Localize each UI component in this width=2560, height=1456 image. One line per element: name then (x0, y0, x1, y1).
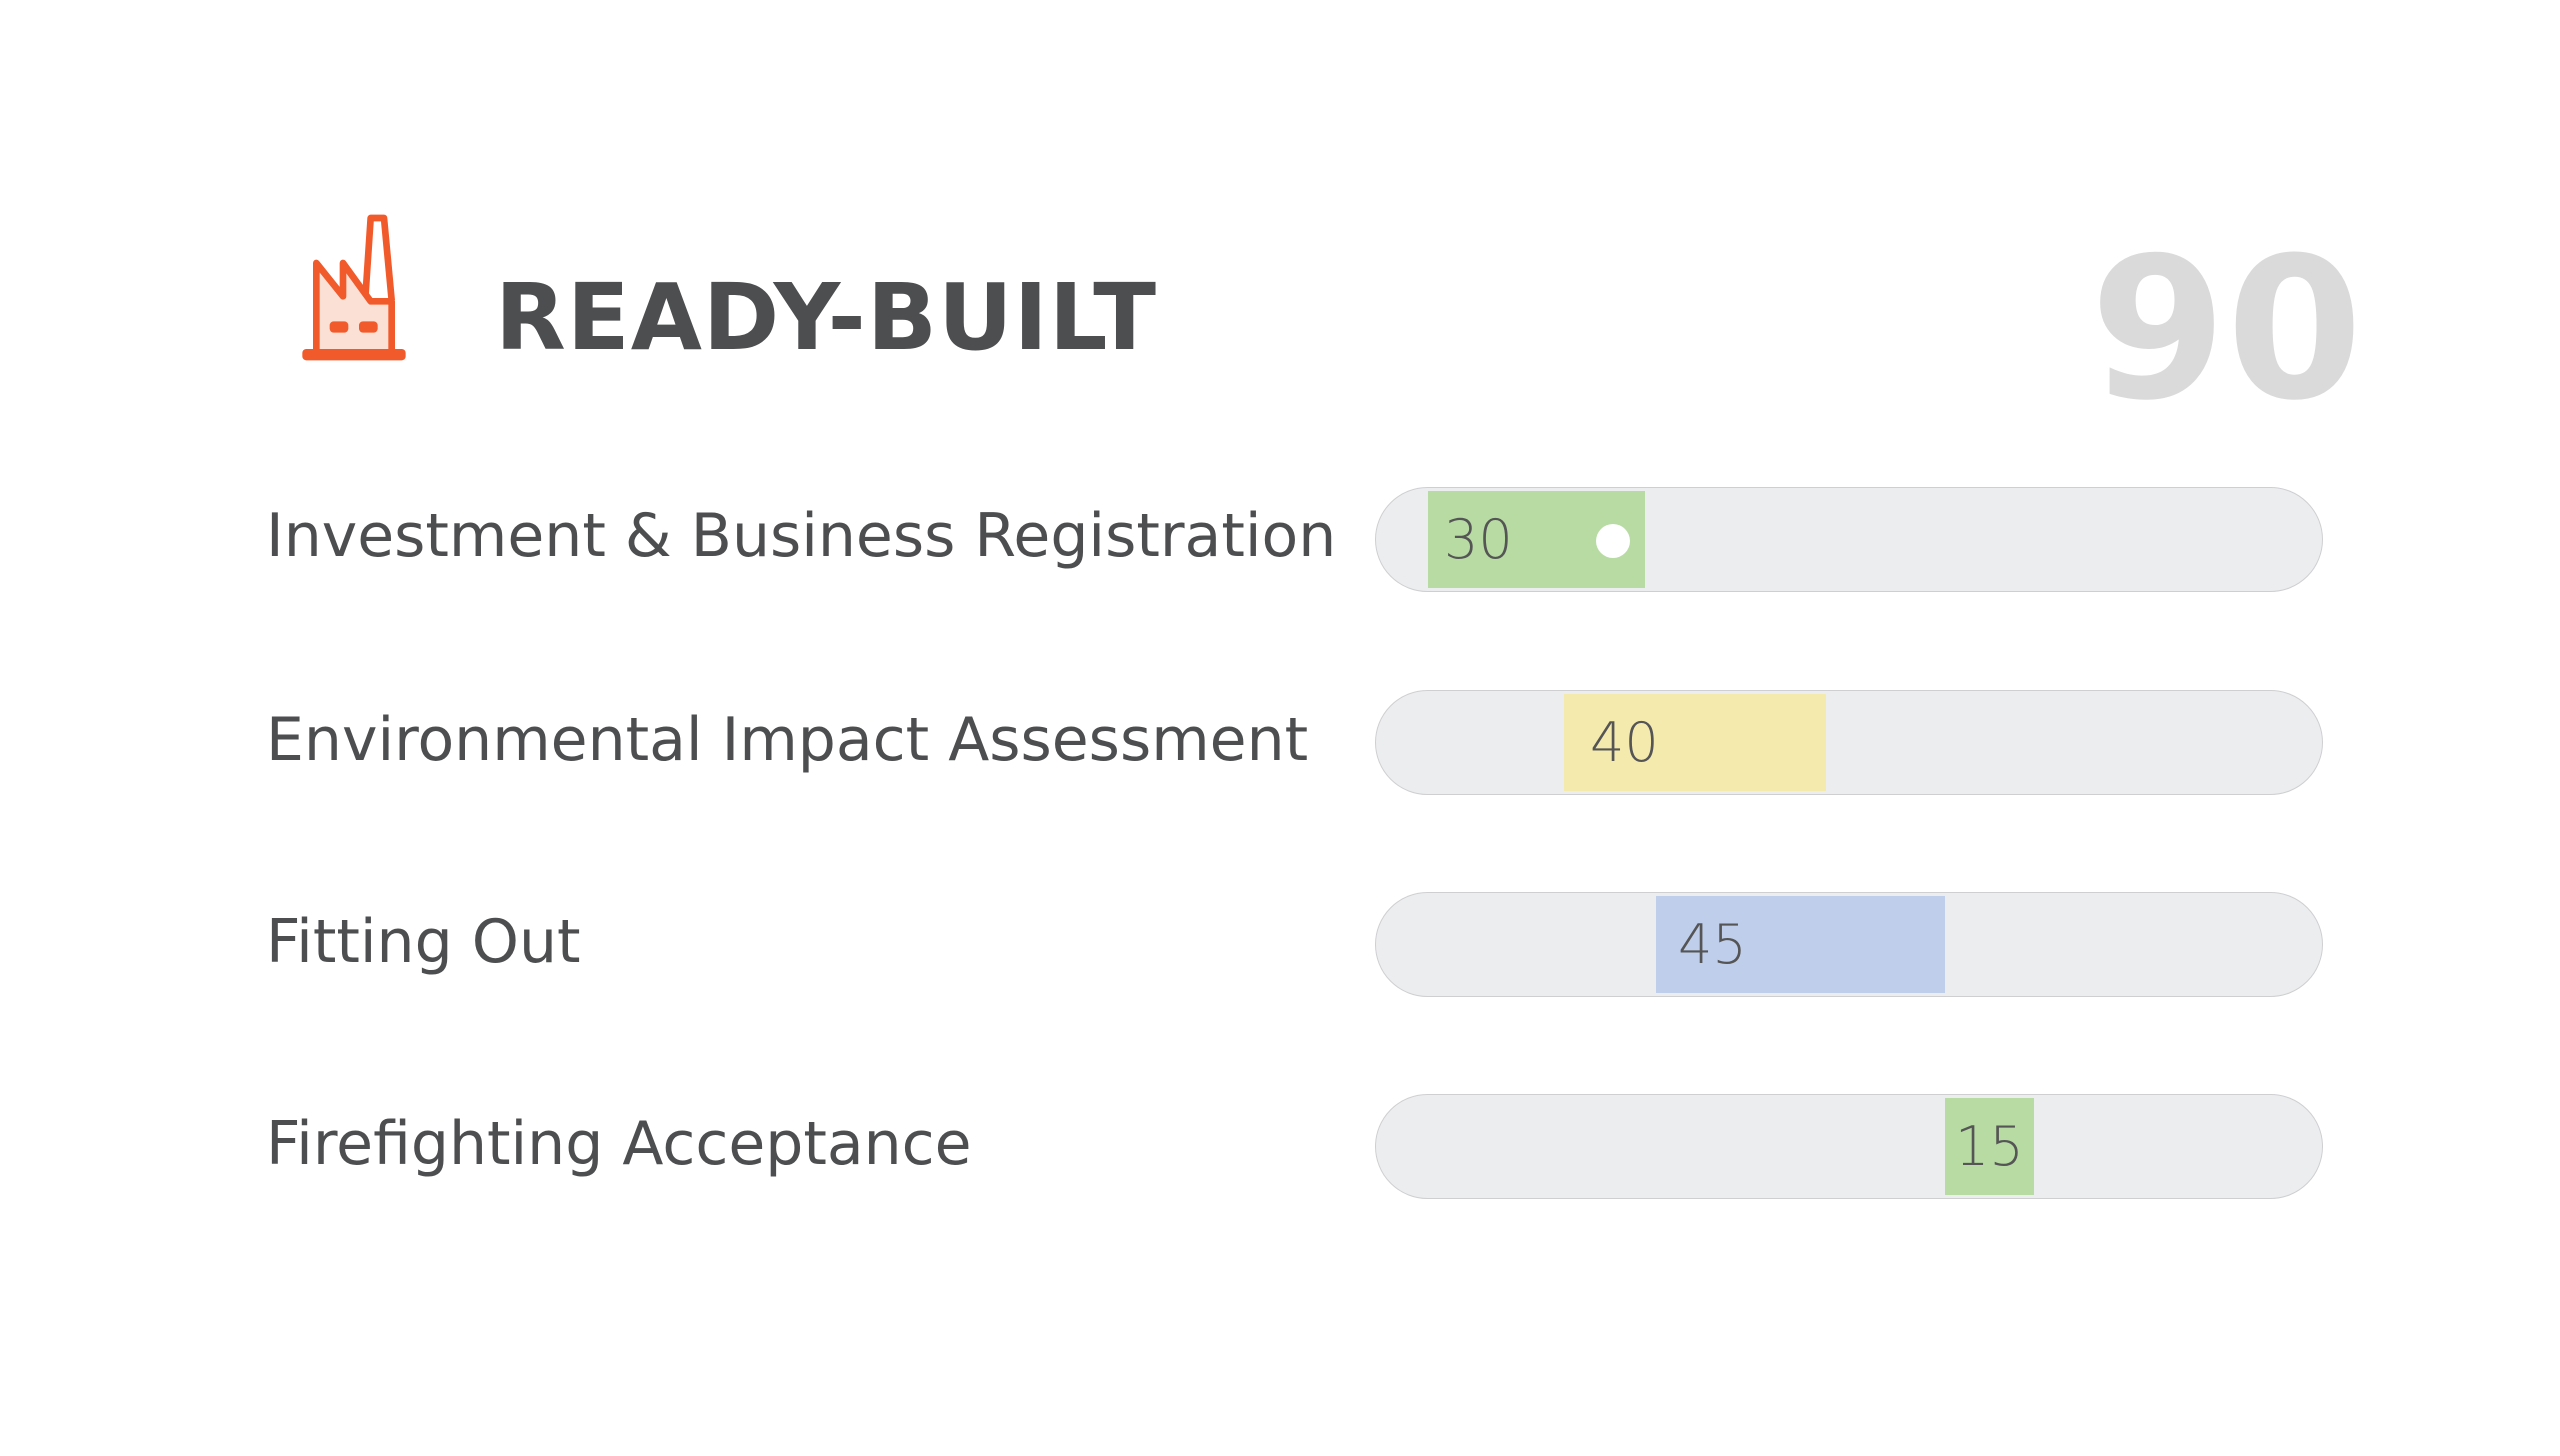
row-label: Fitting Out (266, 907, 581, 977)
segment-value: 40 (1590, 711, 1659, 774)
timeline-segment: 15 (1945, 1098, 2034, 1195)
row-label: Environmental Impact Assessment (266, 705, 1309, 775)
segment-value: 30 (1444, 508, 1513, 571)
segment-value: 15 (1955, 1115, 2024, 1178)
timeline-track: 30 (1375, 487, 2323, 592)
row-label: Firefighting Acceptance (266, 1109, 972, 1179)
row-label: Investment & Business Registration (266, 501, 1337, 571)
factory-icon (302, 214, 406, 361)
timeline-track: 40 (1375, 690, 2323, 795)
segment-value: 45 (1678, 913, 1747, 976)
timeline-segment: 30 (1428, 491, 1645, 588)
timeline-track: 15 (1375, 1094, 2323, 1199)
timeline-segment: 40 (1564, 694, 1826, 791)
timeline-segment: 45 (1656, 896, 1945, 993)
total-days: 90 (2090, 216, 2363, 444)
page-title: READY-BUILT (495, 264, 1158, 371)
timeline-track: 45 (1375, 892, 2323, 997)
marker-dot (1596, 524, 1630, 558)
